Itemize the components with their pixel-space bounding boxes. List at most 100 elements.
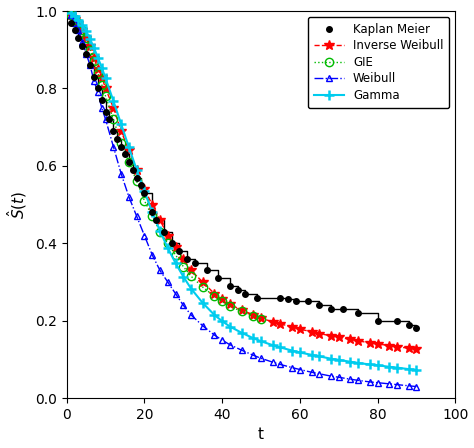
Inverse Weibull [87,43,93,48]
Inverse Weibull [270,319,275,325]
Kaplan Meier [142,190,147,196]
Inverse Weibull [289,324,295,330]
Gamma [118,121,124,127]
GIE [173,252,178,258]
Kaplan Meier [235,287,240,293]
Kaplan Meier [68,20,73,26]
Inverse Weibull [336,335,342,340]
Kaplan Meier [192,260,198,265]
Kaplan Meier [72,28,77,33]
Inverse Weibull [309,329,314,334]
Gamma [250,336,256,341]
Weibull [317,371,322,376]
Kaplan Meier [80,43,85,48]
Weibull [413,384,419,389]
Kaplan Meier [134,175,139,180]
GIE [149,214,155,219]
GIE [142,198,147,203]
Line: Inverse Weibull: Inverse Weibull [66,10,421,354]
Kaplan Meier [340,306,346,312]
Inverse Weibull [149,202,155,207]
Weibull [250,353,256,358]
Kaplan Meier [317,302,322,308]
Inverse Weibull [406,345,411,351]
Gamma [289,348,295,353]
Gamma [375,362,381,368]
X-axis label: t: t [258,427,264,443]
Gamma [219,319,225,324]
Gamma [103,76,109,81]
Weibull [157,268,163,273]
Weibull [219,337,225,343]
Inverse Weibull [297,327,303,332]
Gamma [95,55,100,60]
Weibull [110,144,116,149]
Gamma [188,286,194,291]
Kaplan Meier [177,248,182,254]
Inverse Weibull [68,12,73,17]
GIE [157,229,163,234]
Kaplan Meier [114,136,120,142]
Weibull [406,383,411,388]
GIE [188,274,194,279]
Kaplan Meier [278,295,283,300]
Inverse Weibull [103,86,109,91]
Kaplan Meier [75,35,81,41]
Kaplan Meier [83,51,89,56]
Weibull [336,375,342,380]
Inverse Weibull [347,336,353,342]
GIE [87,47,93,52]
GIE [250,314,256,319]
Inverse Weibull [367,340,373,345]
Kaplan Meier [110,129,116,134]
Gamma [356,360,361,366]
Weibull [118,171,124,177]
GIE [75,20,81,26]
Gamma [406,366,411,372]
Weibull [188,312,194,318]
Gamma [227,324,233,329]
Gamma [258,339,264,344]
Kaplan Meier [254,295,260,300]
Gamma [367,362,373,367]
Kaplan Meier [293,299,299,304]
Weibull [239,348,245,353]
Weibull [289,365,295,370]
Weibull [165,280,171,285]
Inverse Weibull [413,347,419,352]
Kaplan Meier [204,268,210,273]
Kaplan Meier [243,291,248,296]
Weibull [375,380,381,385]
Inverse Weibull [110,105,116,111]
Weibull [134,214,139,219]
GIE [227,303,233,309]
Inverse Weibull [188,268,194,273]
Kaplan Meier [215,276,221,281]
Weibull [278,362,283,367]
Weibull [258,356,264,361]
Gamma [239,330,245,336]
Kaplan Meier [356,310,361,316]
Kaplan Meier [126,159,132,165]
Inverse Weibull [394,344,400,349]
Weibull [75,28,81,33]
Inverse Weibull [375,341,381,347]
Gamma [394,365,400,370]
Weibull [80,39,85,45]
Gamma [347,359,353,365]
Weibull [200,323,206,328]
Kaplan Meier [118,144,124,149]
Inverse Weibull [328,333,334,339]
Inverse Weibull [99,74,105,80]
Inverse Weibull [157,217,163,223]
GIE [219,299,225,304]
Gamma [165,245,171,250]
Kaplan Meier [91,74,97,80]
Gamma [328,356,334,362]
Kaplan Meier [122,151,128,157]
Weibull [227,342,233,348]
Kaplan Meier [406,322,411,327]
Inverse Weibull [126,148,132,153]
Inverse Weibull [80,28,85,33]
Gamma [68,10,73,16]
